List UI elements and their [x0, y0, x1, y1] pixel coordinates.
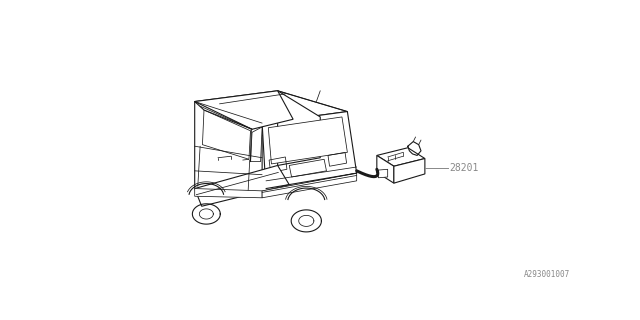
- Polygon shape: [289, 159, 326, 177]
- Polygon shape: [378, 169, 388, 178]
- Polygon shape: [394, 158, 425, 183]
- Polygon shape: [195, 165, 289, 206]
- Polygon shape: [377, 156, 394, 183]
- Polygon shape: [377, 148, 425, 166]
- Polygon shape: [195, 91, 293, 129]
- Polygon shape: [195, 188, 262, 198]
- Polygon shape: [252, 92, 318, 148]
- Text: A293001007: A293001007: [524, 270, 570, 279]
- Polygon shape: [202, 110, 250, 159]
- Polygon shape: [262, 112, 356, 191]
- Polygon shape: [195, 101, 262, 191]
- Polygon shape: [278, 91, 320, 165]
- Text: 28201: 28201: [449, 163, 478, 173]
- Polygon shape: [210, 99, 254, 112]
- Polygon shape: [250, 127, 262, 162]
- Polygon shape: [262, 173, 356, 198]
- Polygon shape: [195, 91, 348, 123]
- Polygon shape: [268, 117, 348, 164]
